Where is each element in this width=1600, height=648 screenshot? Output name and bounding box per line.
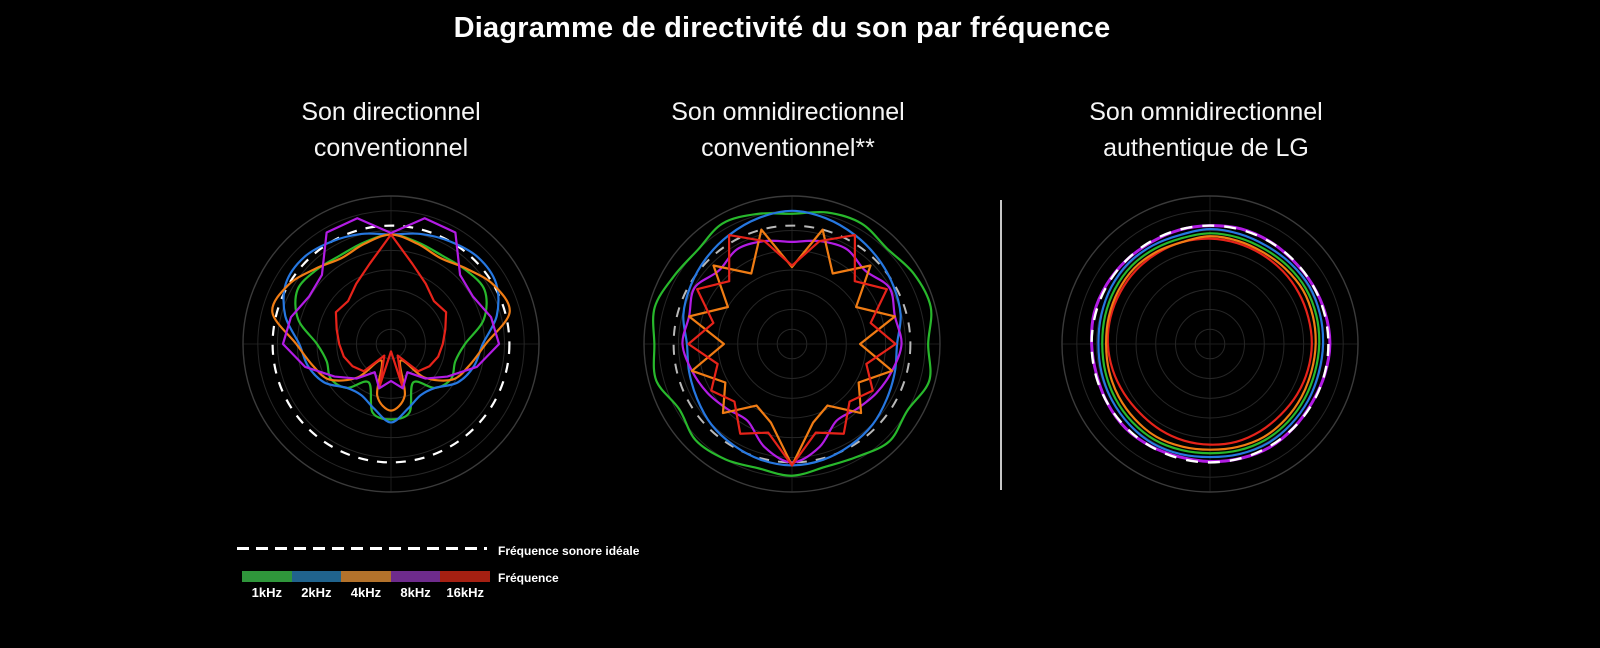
legend-swatch-8khz xyxy=(390,571,441,582)
legend-ideal-label: Fréquence sonore idéale xyxy=(498,544,640,558)
legend-swatch-4khz xyxy=(341,571,391,582)
chart3-title-line2: authentique de LG xyxy=(1103,134,1309,162)
legend-ideal-dash-sample xyxy=(237,547,487,550)
legend-label-2khz: 2kHz xyxy=(301,585,332,600)
legend-label-16khz: 16kHz xyxy=(446,585,484,600)
legend-label-8khz: 8kHz xyxy=(400,585,431,600)
page-title: Diagramme de directivité du son par fréq… xyxy=(453,12,1111,44)
legend-label-1khz: 1kHz xyxy=(251,585,282,600)
chart3-title-line1: Son omnidirectionnel xyxy=(1089,98,1323,126)
polar-chart-omnidirectional-lg xyxy=(1061,195,1359,493)
chart2-title-line1: Son omnidirectionnel xyxy=(671,98,905,126)
legend-swatch-1khz xyxy=(242,571,292,582)
legend-frequency-bar xyxy=(242,571,490,582)
legend-swatch-2khz xyxy=(291,571,342,582)
chart2-title: Son omnidirectionnel conventionnel** xyxy=(578,94,998,166)
vertical-divider xyxy=(1000,200,1002,490)
legend-frequency-label: Fréquence xyxy=(498,571,559,585)
polar-chart-directional-conventional xyxy=(242,195,540,493)
polar-chart-omnidirectional-conventional xyxy=(643,195,941,493)
legend-label-4khz: 4kHz xyxy=(350,585,382,600)
chart2-title-line2: conventionnel** xyxy=(701,134,875,162)
chart1-title-line2: conventionnel xyxy=(313,134,469,162)
chart1-title: Son directionnel conventionnel xyxy=(181,94,601,166)
legend-frequency-tick-labels: 1kHz 2kHz 4kHz 8kHz 16kHz xyxy=(242,585,490,600)
chart3-title: Son omnidirectionnel authentique de LG xyxy=(996,94,1416,166)
chart1-title-line1: Son directionnel xyxy=(301,98,481,126)
legend-swatch-16khz xyxy=(440,571,490,582)
